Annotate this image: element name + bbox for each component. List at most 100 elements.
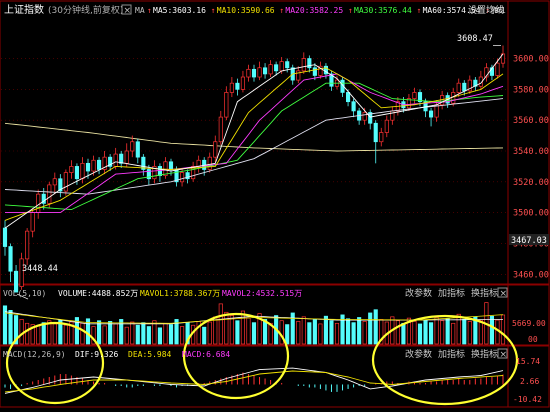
current-price-box: [509, 234, 549, 245]
volume-bar-up: [218, 303, 223, 345]
candle-down: [285, 61, 290, 69]
vol-add-indicator-button[interactable]: 加指标: [438, 287, 465, 299]
candle-up: [456, 82, 461, 93]
ma5-line: [4, 53, 504, 229]
volume-bar-up: [456, 313, 461, 345]
candle-down: [340, 79, 345, 93]
candle-down: [368, 112, 373, 124]
volume-bar-up: [180, 326, 185, 345]
macd-change-params-button[interactable]: 改参数: [405, 348, 432, 360]
macd-close-icon[interactable]: ×: [500, 350, 508, 360]
volume-bar-down: [168, 324, 174, 345]
candle-up: [152, 166, 157, 180]
ma-arrow-icon: ↑: [147, 6, 152, 15]
volume-bar-down: [401, 322, 406, 345]
vol-close-box[interactable]: [497, 287, 508, 298]
ma20-line: [5, 73, 504, 214]
volume-bar-down: [290, 312, 295, 345]
candle-up: [113, 153, 118, 167]
macd-panel-frame: [0, 345, 550, 408]
volume-bar-down: [340, 314, 345, 345]
vol-volume: VOLUME:4488.852万: [58, 289, 138, 298]
candle-down: [307, 58, 312, 69]
volume-bar-up: [30, 324, 35, 345]
candle-down: [329, 73, 334, 87]
vol-close-icon[interactable]: ×: [500, 289, 508, 299]
volume-bar-up: [36, 325, 41, 345]
ma-arrow-icon: ↑: [485, 6, 490, 15]
volume-bar-down: [417, 323, 423, 345]
candle-up: [434, 104, 439, 118]
dif-line: [4, 367, 504, 394]
candle-up: [30, 212, 35, 232]
candle-up: [47, 184, 52, 204]
candle-up: [279, 61, 284, 72]
volume-bar-down: [157, 327, 162, 345]
macd-dif: DIF:9.326: [75, 350, 119, 359]
close-box[interactable]: [121, 4, 132, 15]
settings-ma-link[interactable]: 设置均线: [468, 4, 504, 16]
volume-bar-down: [489, 315, 494, 345]
macd-close-box[interactable]: [497, 348, 508, 359]
vol-change-params-button[interactable]: 改参数: [405, 287, 432, 299]
volume-bar-down: [2, 305, 8, 345]
ma-legend-item: MA60:3574.54: [423, 6, 481, 15]
volume-bar-up: [19, 319, 24, 345]
candle-down: [417, 92, 423, 103]
ma-long-line: [4, 122, 504, 152]
ma-label: MA: [135, 6, 145, 15]
candle-up: [180, 172, 185, 183]
candle-up: [63, 172, 68, 192]
candle-up: [191, 166, 196, 180]
price-tick-label: 3500.00: [513, 209, 549, 219]
candle-up: [240, 76, 245, 90]
low-marker: [16, 293, 29, 300]
volume-bar-down: [373, 309, 378, 345]
candle-down: [119, 153, 124, 164]
candle-down: [312, 67, 317, 76]
volume-bar-up: [80, 322, 85, 345]
macd-add-indicator-button[interactable]: 加指标: [438, 348, 465, 360]
ma30-line: [4, 82, 504, 211]
candle-up: [224, 92, 229, 118]
vol-panel-frame: [0, 284, 550, 346]
candle-up: [80, 162, 85, 180]
macd-tick-mid: 2.66: [520, 377, 539, 386]
close-icon[interactable]: ×: [124, 6, 132, 16]
candle-up: [257, 67, 262, 78]
volume-bar-up: [163, 322, 168, 345]
volume-bar-down: [423, 319, 428, 345]
volume-bar-down: [119, 319, 124, 345]
candle-down: [41, 193, 46, 204]
volume-bar-up: [63, 324, 68, 345]
vol-title: VOL(5,10): [3, 289, 46, 298]
candle-up: [268, 64, 273, 75]
candle-up: [362, 112, 367, 121]
vol-switch-indicator-button[interactable]: 换指标: [471, 287, 498, 299]
macd-switch-indicator-button[interactable]: 换指标: [471, 348, 498, 360]
candle-up: [484, 67, 489, 78]
volume-bar-down: [74, 317, 79, 345]
candle-down: [346, 92, 351, 103]
candle-up: [467, 79, 472, 92]
highlight-ellipse: [5, 321, 105, 405]
candle-down: [135, 141, 140, 158]
highlight-ellipse: [371, 314, 519, 406]
volume-bar-down: [357, 317, 362, 345]
candle-down: [157, 166, 162, 177]
candle-down: [74, 166, 79, 180]
candle-down: [141, 156, 146, 170]
volume-bar-down: [202, 326, 207, 345]
candle-up: [390, 110, 395, 121]
macd-dea: DEA:5.984: [128, 350, 172, 359]
candle-up: [229, 82, 234, 93]
volume-bar-up: [495, 319, 500, 345]
volume-bar-up: [318, 323, 323, 345]
candle-up: [130, 141, 135, 152]
candle-down: [2, 227, 8, 247]
candle-down: [235, 82, 240, 90]
candle-down: [462, 82, 467, 92]
candle-up: [412, 92, 417, 99]
volume-bar-up: [412, 321, 417, 345]
